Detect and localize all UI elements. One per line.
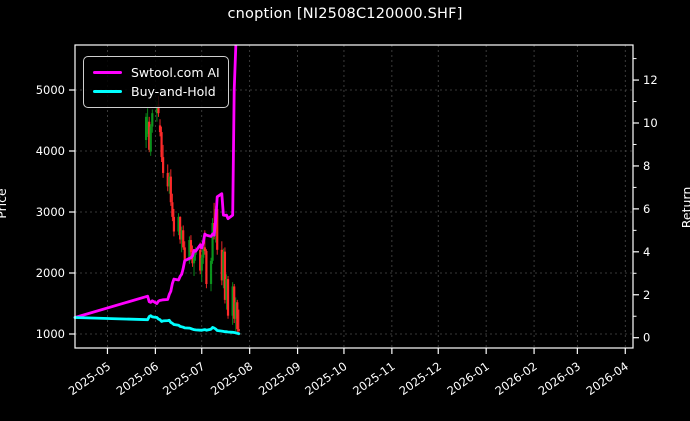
candle-body [189,240,193,253]
price-tick-label: 5000 [36,83,65,97]
legend-label-ai: Swtool.com AI [131,65,220,80]
buy-and-hold-line [73,314,241,336]
candle-body [234,302,237,319]
bh-line-swatch [93,89,122,94]
price-tick-label: 1000 [36,327,65,341]
candle-body [233,286,236,319]
date-tick-label: 2026-02 [492,359,539,398]
legend: Swtool.com AI Buy-and-Hold [83,56,229,108]
candle-body [199,249,202,271]
candle-body [177,216,180,232]
candle-body [149,126,152,152]
candle-body [172,216,176,232]
candle-body [155,108,159,114]
candle-body [211,222,214,261]
return-tick-label: 0 [643,331,650,345]
candle-body [220,249,223,281]
candle-body [183,247,186,261]
candle-body [179,216,182,240]
date-tick-label: 2025-06 [114,359,161,398]
candle-body [200,257,203,271]
date-tick-label: 2026-01 [444,359,491,398]
candle-body [205,251,208,284]
candle-body [225,279,228,300]
return-tick-label: 12 [643,73,658,87]
return-tick-label: 2 [643,288,650,302]
candle-body [168,176,171,187]
return-axis-label: Return [678,186,690,229]
candle-body [151,113,154,127]
legend-item-bh: Buy-and-Hold [93,82,218,101]
candle-body [148,121,151,150]
legend-item-ai: Swtool.com AI [93,63,220,82]
candle-body [237,329,240,331]
date-tick-label: 2026-04 [584,359,631,398]
candle-body [171,202,174,217]
return-tick-label: 4 [643,245,650,259]
return-tick-label: 10 [643,116,658,130]
candle-body [223,251,227,300]
candle-body [231,286,234,316]
date-tick-label: 2025-09 [256,359,303,398]
price-tick-label: 2000 [36,266,65,280]
return-tick-label: 8 [643,159,650,173]
candle-body [209,260,213,284]
candle-body [202,247,205,258]
price-tick-label: 3000 [36,205,65,219]
candle-body [166,172,169,187]
candle-body [188,240,191,261]
candle-body [146,121,149,134]
date-tick-label: 2025-05 [66,359,113,398]
price-tick-label: 4000 [36,144,65,158]
date-tick-label: 2025-10 [302,359,349,398]
date-tick-label: 2025-07 [160,359,207,398]
price-axis-label: Price [0,188,9,219]
axes-frame [74,44,634,349]
candle-body [145,116,148,141]
date-tick-label: 2026-03 [536,359,583,398]
date-tick-label: 2025-11 [350,359,397,398]
candle-body [182,230,185,248]
candle-body [157,104,160,114]
date-tick-label: 2025-08 [208,359,255,398]
return-tick-label: 6 [643,202,650,216]
candle-body [216,208,219,250]
candle-body [226,279,230,316]
candle-body [236,302,239,330]
candle-body [192,254,196,264]
candle-body [203,247,206,252]
legend-label-bh: Buy-and-Hold [131,84,216,99]
candle-body [162,157,165,173]
ai-return-line [73,44,238,319]
chart-title: cnoption [NI2508C120000.SHF] [227,6,463,22]
candle-body [158,125,162,133]
ai-line-swatch [93,70,122,75]
candle-body [169,176,172,203]
date-tick-label: 2025-12 [397,359,444,398]
candle-body [180,230,183,240]
candle-body [160,132,163,158]
candle-body [222,251,225,281]
